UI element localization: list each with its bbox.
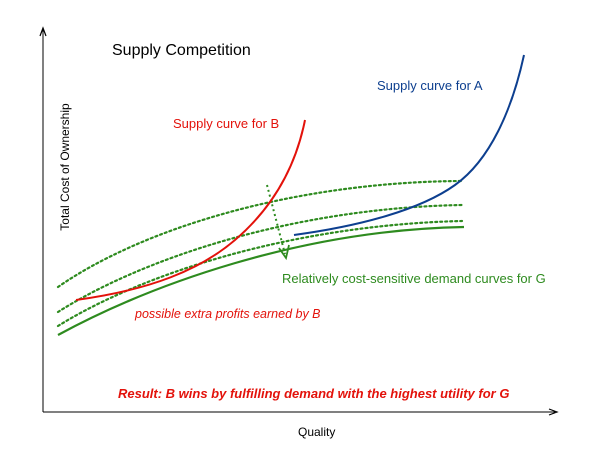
demand-g-label: Relatively cost-sensitive demand curves …: [282, 271, 546, 286]
demand-curve-g-1: [56, 179, 464, 289]
supply-a-label: Supply curve for A: [377, 78, 483, 93]
demand-shift-arrow: [266, 184, 286, 255]
demand-shift-arrowhead: [278, 244, 290, 261]
demand-curve-g-3: [56, 219, 464, 328]
supply-curve-b: [75, 119, 306, 301]
demand-curve-g-2: [56, 203, 464, 314]
diagram-title: Supply Competition: [112, 42, 251, 59]
x-axis-arrow: [548, 408, 559, 416]
y-axis-label: Total Cost of Ownership: [58, 103, 72, 231]
x-axis-label: Quality: [298, 425, 336, 439]
y-axis-arrow: [39, 26, 47, 37]
supply-b-label: Supply curve for B: [173, 116, 280, 131]
demand-curve-g-solid: [57, 225, 465, 336]
extra-profits-label: possible extra profits earned by B: [135, 307, 321, 321]
supply-curve-a: [293, 54, 525, 236]
result-label: Result: B wins by fulfilling demand with…: [118, 386, 510, 401]
